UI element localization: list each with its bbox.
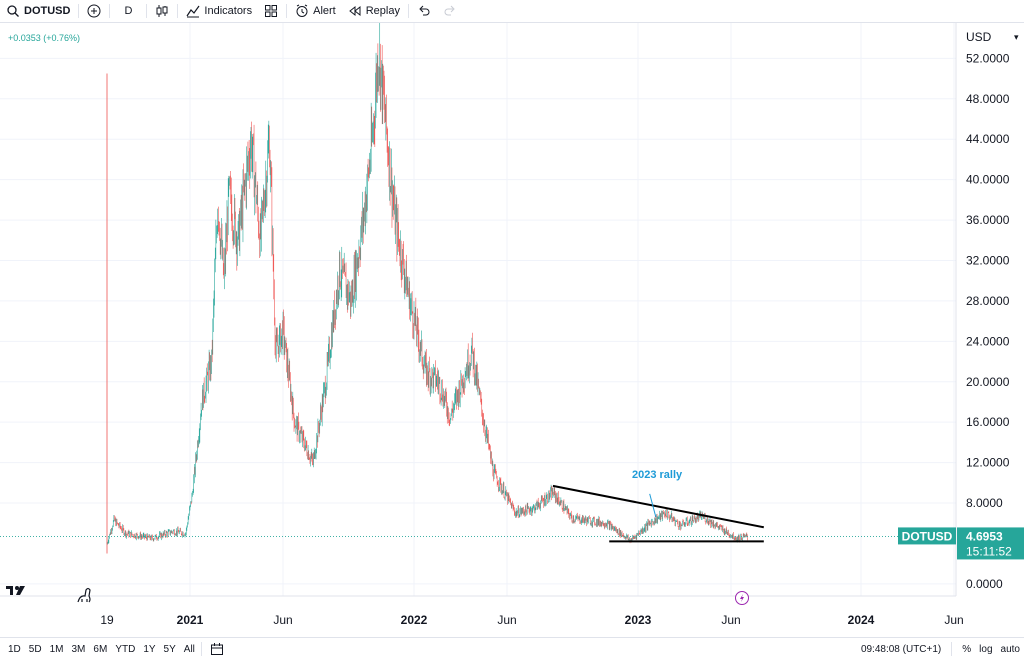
alert-button[interactable]: Alert: [289, 0, 342, 22]
divider: [286, 4, 288, 18]
x-tick-label: 19: [100, 613, 114, 627]
x-tick-label: Jun: [273, 613, 292, 627]
range-button-1y[interactable]: 1Y: [143, 643, 156, 655]
candles-icon: [156, 5, 168, 17]
y-tick-label: 48.0000: [966, 92, 1010, 106]
bar-countdown: 15:11:52: [966, 544, 1012, 558]
x-tick-label: Jun: [721, 613, 740, 627]
last-price-value: 4.6953: [966, 529, 1003, 543]
date-range-button[interactable]: [204, 638, 230, 660]
interval-label: D: [124, 5, 133, 17]
time-axis[interactable]: 19 2021 Jun 2022 Jun 2023 Jun 2024 Jun: [100, 613, 963, 627]
replay-button[interactable]: Replay: [342, 0, 406, 22]
y-tick-label: 32.0000: [966, 253, 1010, 267]
percent-toggle[interactable]: %: [962, 643, 972, 655]
y-tick-label: 40.0000: [966, 173, 1010, 187]
annotation-arrow[interactable]: [649, 493, 657, 518]
templates-button[interactable]: [258, 0, 284, 22]
bottom-right-group: 09:48:08 (UTC+1) % log auto: [861, 642, 1024, 656]
grid: [0, 23, 956, 596]
range-button-6m[interactable]: 6M: [93, 643, 108, 655]
x-tick-label: Jun: [497, 613, 516, 627]
divider: [951, 642, 953, 656]
alert-label: Alert: [313, 5, 336, 17]
templates-icon: [265, 5, 278, 17]
symbol-tag: [898, 527, 956, 545]
y-tick-label: 8.0000: [966, 496, 1003, 510]
divider: [177, 4, 179, 18]
clock-readout[interactable]: 09:48:08 (UTC+1): [860, 643, 942, 655]
redo-button[interactable]: [437, 0, 463, 22]
trend-line[interactable]: [552, 484, 764, 529]
divider: [146, 4, 148, 18]
chevron-down-icon[interactable]: ▾: [1014, 32, 1019, 42]
price-axis[interactable]: 52.0000 48.0000 44.0000 40.0000 36.0000 32.00…: [966, 51, 1010, 591]
add-symbol-icon: [87, 4, 101, 18]
range-button-all[interactable]: All: [183, 643, 195, 655]
interval-button[interactable]: D: [112, 0, 144, 22]
divider: [407, 4, 409, 18]
x-tick-label: 2023: [625, 613, 652, 627]
last-price-tag: [957, 527, 1024, 560]
y-tick-label: 52.0000: [966, 51, 1010, 65]
range-button-5d[interactable]: 5D: [28, 643, 42, 655]
undo-icon: [419, 5, 430, 16]
search-icon: [7, 5, 19, 17]
divider: [200, 642, 202, 656]
chart-background: [0, 23, 1024, 639]
change-readout: +0.0353 (+0.76%): [8, 33, 80, 43]
redo-icon: [444, 5, 455, 16]
chart-type-button[interactable]: [149, 0, 175, 22]
x-tick-label: Jun: [944, 613, 963, 627]
dinosaur-icon[interactable]: [77, 587, 91, 603]
divider: [109, 4, 111, 18]
y-tick-label: 16.0000: [966, 415, 1010, 429]
auto-toggle[interactable]: auto: [1000, 643, 1020, 655]
top-toolbar: DOTUSD D Indicators Alert Replay: [0, 0, 1024, 23]
indicators-icon: [186, 5, 200, 18]
x-tick-label: 2021: [177, 613, 204, 627]
price-chart[interactable]: 2023 rally 52.0000 48.0000 44.0000 40.0000 3…: [0, 23, 1024, 639]
replay-label: Replay: [365, 5, 400, 17]
undo-button[interactable]: [411, 0, 437, 22]
calendar-icon: [210, 643, 223, 655]
symbol-search[interactable]: DOTUSD: [0, 0, 76, 22]
y-tick-label: 24.0000: [966, 334, 1010, 348]
candles: [106, 23, 748, 554]
indicators-button[interactable]: Indicators: [180, 0, 258, 22]
range-button-1d[interactable]: 1D: [8, 643, 21, 655]
tradingview-logo-icon[interactable]: [6, 586, 25, 595]
alert-icon: [296, 4, 308, 17]
symbol-tag-label: DOTUSD: [902, 529, 953, 543]
x-tick-label: 2024: [848, 613, 875, 627]
lightning-icon[interactable]: [735, 591, 749, 605]
range-buttons: 1D 5D 1M 3M 6M YTD 1Y 5Y All: [0, 644, 199, 655]
y-tick-label: 36.0000: [966, 213, 1010, 227]
bottom-toolbar: 1D 5D 1M 3M 6M YTD 1Y 5Y All 09:48:08 (UTC+1) % …: [0, 637, 1024, 660]
indicators-label: Indicators: [204, 5, 253, 17]
replay-icon: [348, 5, 361, 17]
y-tick-label: 0.0000: [966, 577, 1003, 591]
y-tick-label: 12.0000: [966, 456, 1010, 470]
range-button-1m[interactable]: 1M: [49, 643, 64, 655]
currency-label[interactable]: USD: [966, 30, 992, 44]
x-tick-label: 2022: [401, 613, 428, 627]
annotation-text[interactable]: 2023 rally: [632, 469, 683, 481]
compare-button[interactable]: [81, 0, 107, 22]
range-button-3m[interactable]: 3M: [71, 643, 86, 655]
y-tick-label: 20.0000: [966, 375, 1010, 389]
log-toggle[interactable]: log: [979, 643, 993, 655]
range-button-5y[interactable]: 5Y: [163, 643, 176, 655]
y-tick-label: 28.0000: [966, 294, 1010, 308]
y-tick-label: 44.0000: [966, 132, 1010, 146]
divider: [78, 4, 80, 18]
symbol-label: DOTUSD: [24, 5, 71, 17]
annotations[interactable]: 2023 rally: [552, 469, 764, 543]
range-button-ytd[interactable]: YTD: [115, 643, 136, 655]
